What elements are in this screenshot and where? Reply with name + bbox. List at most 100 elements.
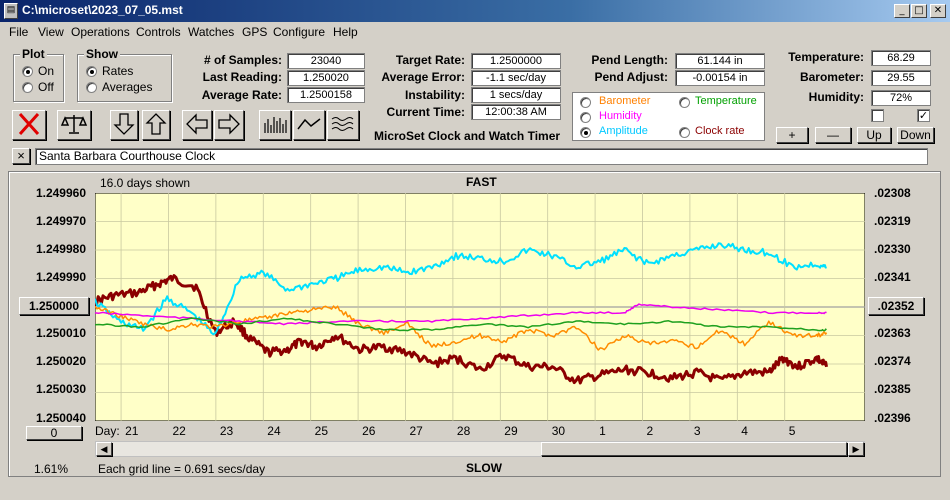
slow-label: SLOW	[466, 461, 502, 475]
overlay-humidity-radio[interactable]	[580, 112, 591, 123]
y-tick-left: 1.249980	[35, 242, 86, 256]
target-rate-label: Target Rate:	[395, 53, 465, 67]
temperature-field: 68.29	[871, 50, 931, 66]
bars-view-button[interactable]	[259, 110, 291, 140]
y-tick-left: 1.250020	[35, 354, 86, 368]
series-line-humidity	[95, 303, 827, 326]
pend-adjust-field: -0.00154 in	[675, 70, 765, 86]
x-tick-label: 30	[551, 424, 566, 438]
balance-scale-icon	[60, 115, 88, 134]
scroll-left-button[interactable]: ◀	[96, 442, 112, 456]
series-line-barometer	[95, 305, 828, 351]
y-tick-left: 1.250010	[35, 326, 86, 340]
average-error-field: -1.1 sec/day	[471, 70, 561, 86]
samples-field: 23040	[287, 53, 365, 69]
x-tick-label: 28	[456, 424, 471, 438]
arrow-up-icon	[145, 113, 167, 135]
right-arrow-button[interactable]	[214, 110, 244, 140]
grid-note: Each grid line = 0.691 secs/day	[98, 462, 266, 476]
instability-label: Instability:	[404, 88, 465, 102]
down-arrow-button[interactable]	[110, 110, 138, 140]
menu-view[interactable]: View	[38, 25, 64, 39]
clock-name-input[interactable]: Santa Barbara Courthouse Clock	[35, 148, 928, 165]
down-button[interactable]: Down	[897, 127, 934, 143]
barometer-label: Barometer:	[799, 70, 864, 84]
y-tick-left: 1.249990	[35, 270, 86, 284]
plot-off-radio[interactable]	[22, 82, 33, 93]
average-rate-field: 1.2500158	[287, 87, 365, 103]
menu-controls[interactable]: Controls	[136, 25, 181, 39]
menu-operations[interactable]: Operations	[71, 25, 130, 39]
up-button[interactable]: Up	[857, 127, 891, 143]
minimize-button[interactable]: _	[894, 4, 910, 18]
fast-label: FAST	[466, 175, 497, 189]
title-bar: ▤ C:\microset\2023_07_05.mst _ □ ✕	[0, 0, 950, 22]
last-reading-field: 1.250020	[287, 70, 365, 86]
show-rates-radio[interactable]	[86, 66, 97, 77]
menu-configure[interactable]: Configure	[273, 25, 326, 39]
y-tick-right: .02385	[874, 382, 911, 396]
y-tick-left: 1.250030	[35, 382, 86, 396]
app-caption: MicroSet Clock and Watch Timer	[374, 129, 561, 143]
overlay-clock-rate-radio[interactable]	[679, 127, 690, 138]
pend-length-field[interactable]: 61.144 in	[675, 53, 765, 69]
window-title: C:\microset\2023_07_05.mst	[22, 3, 183, 17]
menu-file[interactable]: File	[9, 25, 29, 39]
series-line-temperature	[95, 317, 827, 332]
right-axis-button[interactable]: .02352	[868, 297, 924, 315]
rate-plot	[95, 193, 865, 421]
scroll-thumb[interactable]	[541, 442, 847, 456]
overlay-amplitude-radio[interactable]	[580, 127, 591, 138]
left-arrow-button[interactable]	[182, 110, 212, 140]
close-window-button[interactable]: ✕	[930, 4, 946, 18]
stop-button[interactable]	[12, 110, 46, 140]
target-rate-field[interactable]: 1.2500000	[471, 53, 561, 69]
last-reading-label: Last Reading:	[202, 70, 282, 84]
samples-label: # of Samples:	[203, 53, 282, 67]
average-rate-label: Average Rate:	[201, 88, 282, 102]
env-checkbox-1[interactable]	[871, 109, 884, 122]
horizontal-scrollbar[interactable]: ◀ ▶	[95, 441, 865, 457]
overlay-barometer-radio[interactable]	[580, 97, 591, 108]
plot-on-radio[interactable]	[22, 66, 33, 77]
graph-frame	[8, 171, 941, 477]
y-tick-right: .02330	[874, 242, 911, 256]
clear-clock-button[interactable]: ×	[12, 148, 30, 164]
y-tick-left: 1.249970	[35, 214, 86, 228]
plot-on-label: On	[38, 64, 55, 78]
x-tick-label: 25	[314, 424, 329, 438]
balance-button[interactable]	[57, 110, 91, 140]
up-arrow-button[interactable]	[142, 110, 170, 140]
x-tick-label: 3	[693, 424, 701, 438]
menu-help[interactable]: Help	[333, 25, 358, 39]
minus-button[interactable]: —	[815, 127, 851, 143]
show-group: Show Rates Averages	[77, 47, 172, 102]
show-averages-radio[interactable]	[86, 82, 97, 93]
x-tick-label: 2	[646, 424, 654, 438]
overlay-selector: Barometer Temperature Humidity Amplitude…	[572, 92, 765, 141]
average-error-label: Average Error:	[381, 70, 465, 84]
menu-gps[interactable]: GPS	[242, 25, 268, 39]
maximize-button[interactable]: □	[911, 4, 927, 18]
zero-button[interactable]: 0	[26, 426, 82, 440]
app-icon[interactable]: ▤	[4, 3, 18, 19]
line-view-button[interactable]	[293, 110, 325, 140]
x-tick-label: 1	[599, 424, 606, 438]
current-time-label: Current Time:	[386, 105, 465, 119]
humidity-label: Humidity:	[808, 90, 864, 104]
plus-button[interactable]: +	[776, 127, 808, 143]
scroll-right-button[interactable]: ▶	[848, 442, 864, 456]
x-tick-label: 23	[219, 424, 234, 438]
menu-watches[interactable]: Watches	[188, 25, 235, 39]
series-line-amplitude	[95, 242, 828, 336]
pend-length-label: Pend Length:	[591, 53, 668, 67]
wave-view-button[interactable]	[327, 110, 359, 140]
series-line-clock-rate	[95, 274, 828, 385]
barometer-field: 29.55	[871, 70, 931, 86]
center-rate-button[interactable]: 1.250000	[19, 297, 89, 315]
env-checkbox-2[interactable]: ✓	[917, 109, 930, 122]
overlay-temperature-radio[interactable]	[679, 97, 690, 108]
x-tick-label: 21	[125, 424, 139, 438]
y-tick-right: .02308	[874, 186, 911, 200]
y-tick-left: 1.250040	[35, 411, 86, 425]
